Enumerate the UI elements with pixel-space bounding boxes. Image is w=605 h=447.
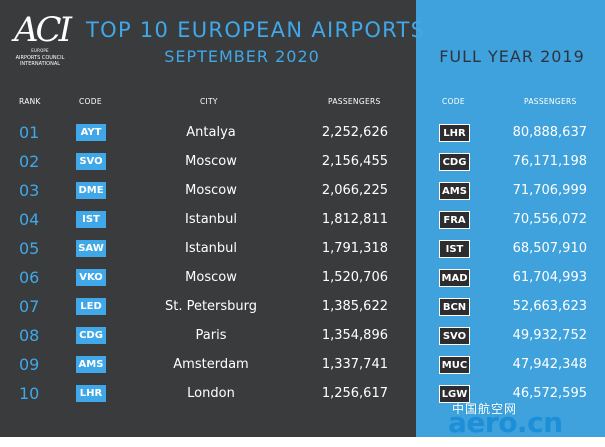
airport-code-badge: CDG bbox=[76, 327, 106, 344]
city-cell: Istanbul bbox=[184, 212, 237, 227]
watermark: 中国航空网 aero.cn bbox=[448, 400, 600, 442]
rank-cell: 05 bbox=[19, 239, 40, 258]
city-cell: Moscow bbox=[185, 183, 237, 198]
rank-cell: 01 bbox=[19, 123, 40, 142]
airport-code-2019-badge: MUC bbox=[439, 356, 470, 374]
table-row: 05 SAW Istanbul 1,791,318 IST 68,507,910 bbox=[0, 234, 605, 263]
header-code-2019: CODE bbox=[442, 97, 465, 106]
table-row: 04 IST Istanbul 1,812,811 FRA 70,556,072 bbox=[0, 205, 605, 234]
airport-code-2019-badge: LGW bbox=[439, 385, 470, 403]
city-cell: Moscow bbox=[185, 154, 237, 169]
airport-code-badge: IST bbox=[76, 211, 106, 228]
table-row: 03 DME Moscow 2,066,225 AMS 71,706,999 bbox=[0, 176, 605, 205]
passengers-cell: 2,252,626 bbox=[321, 125, 388, 140]
city-cell: Paris bbox=[195, 328, 227, 343]
table-row: 02 SVO Moscow 2,156,455 CDG 76,171,198 bbox=[0, 147, 605, 176]
airport-code-2019-badge: CDG bbox=[439, 153, 470, 171]
rank-cell: 02 bbox=[19, 152, 40, 171]
passengers-2019-cell: 70,556,072 bbox=[512, 212, 587, 227]
airport-code-badge: AMS bbox=[76, 356, 106, 373]
header-rank: RANK bbox=[19, 97, 41, 106]
airport-code-badge: LHR bbox=[76, 385, 106, 402]
airport-code-2019-badge: SVO bbox=[439, 327, 470, 345]
city-cell: St. Petersburg bbox=[164, 299, 258, 314]
table-row: 09 AMS Amsterdam 1,337,741 MUC 47,942,348 bbox=[0, 350, 605, 379]
left-panel bbox=[0, 0, 416, 437]
passengers-2019-cell: 46,572,595 bbox=[512, 386, 587, 401]
airport-code-badge: SVO bbox=[76, 153, 106, 170]
city-cell: Amsterdam bbox=[173, 357, 249, 372]
airport-code-badge: SAW bbox=[76, 240, 106, 257]
logo-org-line-2: INTERNATIONAL bbox=[19, 61, 61, 67]
rank-cell: 08 bbox=[19, 326, 40, 345]
passengers-cell: 1,385,622 bbox=[321, 299, 388, 314]
page-title: TOP 10 EUROPEAN AIRPORTS bbox=[86, 18, 426, 42]
passengers-2019-cell: 80,888,637 bbox=[512, 125, 587, 140]
city-cell: Antalya bbox=[186, 125, 236, 140]
airport-code-2019-badge: AMS bbox=[439, 182, 470, 200]
city-cell: Moscow bbox=[185, 270, 237, 285]
airport-code-badge: AYT bbox=[76, 124, 106, 141]
airport-code-2019-badge: MAD bbox=[439, 269, 470, 287]
logo-subtitle: EUROPE bbox=[31, 48, 49, 53]
table-row: 08 CDG Paris 1,354,896 SVO 49,932,752 bbox=[0, 321, 605, 350]
airport-code-badge: DME bbox=[76, 182, 106, 199]
header-passengers: PASSENGERS bbox=[328, 97, 381, 106]
airport-code-2019-badge: FRA bbox=[439, 211, 470, 229]
passengers-cell: 1,812,811 bbox=[321, 212, 388, 227]
rank-cell: 06 bbox=[19, 268, 40, 287]
watermark-en: aero.cn bbox=[448, 406, 563, 439]
passengers-cell: 2,066,225 bbox=[321, 183, 388, 198]
airport-code-badge: LED bbox=[76, 298, 106, 315]
passengers-2019-cell: 52,663,623 bbox=[512, 299, 587, 314]
airport-code-2019-badge: LHR bbox=[439, 124, 470, 142]
passengers-2019-cell: 61,704,993 bbox=[512, 270, 587, 285]
passengers-cell: 1,791,318 bbox=[321, 241, 388, 256]
passengers-cell: 1,520,706 bbox=[321, 270, 388, 285]
page-subtitle: SEPTEMBER 2020 bbox=[164, 47, 320, 66]
passengers-2019-cell: 49,932,752 bbox=[512, 328, 587, 343]
watermark-cn: 中国航空网 bbox=[452, 402, 518, 416]
header-code: CODE bbox=[79, 97, 102, 106]
table-row: 10 LHR London 1,256,617 LGW 46,572,595 bbox=[0, 379, 605, 408]
passengers-cell: 2,156,455 bbox=[321, 154, 388, 169]
passengers-cell: 1,337,741 bbox=[321, 357, 388, 372]
passengers-2019-cell: 47,942,348 bbox=[512, 357, 587, 372]
logo-org-line-1: AIRPORTS COUNCIL bbox=[15, 55, 65, 61]
header-passengers-2019: PASSENGERS bbox=[524, 97, 577, 106]
airport-code-badge: VKO bbox=[76, 269, 106, 286]
airport-code-2019-badge: BCN bbox=[439, 298, 470, 316]
passengers-2019-cell: 71,706,999 bbox=[512, 183, 587, 198]
passengers-cell: 1,354,896 bbox=[321, 328, 388, 343]
table-row: 06 VKO Moscow 1,520,706 MAD 61,704,993 bbox=[0, 263, 605, 292]
rank-cell: 07 bbox=[19, 297, 40, 316]
passengers-cell: 1,256,617 bbox=[321, 386, 388, 401]
rank-cell: 04 bbox=[19, 210, 40, 229]
table-row: 07 LED St. Petersburg 1,385,622 BCN 52,663,62… bbox=[0, 292, 605, 321]
logo-mark: ACI bbox=[14, 10, 72, 50]
city-cell: London bbox=[187, 386, 235, 401]
table-row: 01 AYT Antalya 2,252,626 LHR 80,888,637 bbox=[0, 118, 605, 147]
rank-cell: 09 bbox=[19, 355, 40, 374]
rank-cell: 03 bbox=[19, 181, 40, 200]
passengers-2019-cell: 68,507,910 bbox=[512, 241, 587, 256]
rank-cell: 10 bbox=[19, 384, 40, 403]
right-title: FULL YEAR 2019 bbox=[439, 47, 585, 66]
passengers-2019-cell: 76,171,198 bbox=[512, 154, 587, 169]
header-city: CITY bbox=[200, 97, 218, 106]
airport-code-2019-badge: IST bbox=[439, 240, 470, 258]
city-cell: Istanbul bbox=[184, 241, 237, 256]
aci-logo: ACI EUROPE AIRPORTS COUNCIL INTERNATIONA… bbox=[14, 10, 72, 84]
